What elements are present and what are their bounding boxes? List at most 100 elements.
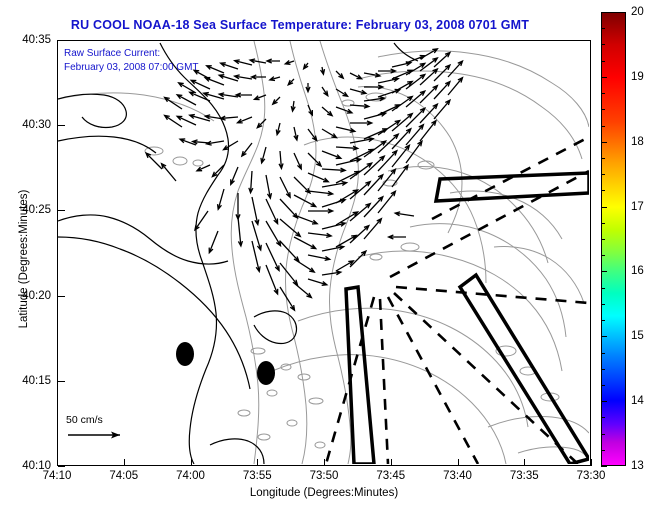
current-vector-arrow xyxy=(349,224,371,244)
current-vector-arrow xyxy=(335,106,354,114)
current-vector-arrow xyxy=(235,116,253,124)
current-vector-arrow xyxy=(377,104,402,116)
current-vector-arrow xyxy=(377,133,400,154)
current-vector-arrow xyxy=(363,128,389,140)
colorbar-tick-mark xyxy=(601,466,607,467)
current-vector-arrow xyxy=(275,122,281,137)
current-vector-arrow xyxy=(321,270,343,276)
x-tick-mark xyxy=(57,459,58,466)
current-vector-arrow xyxy=(271,96,281,106)
y-tick-mark xyxy=(58,466,65,467)
current-vector-arrow xyxy=(204,140,225,146)
current-vector-arrow xyxy=(251,220,262,252)
current-vector-arrow xyxy=(283,59,295,65)
y-tick-mark xyxy=(58,125,65,127)
colorbar-minor-tick xyxy=(601,44,605,46)
colorbar-minor-tick xyxy=(601,303,605,305)
scale-bar: 50 cm/s xyxy=(66,414,128,447)
colorbar-minor-tick xyxy=(601,320,605,322)
colorbar-tick-mark xyxy=(601,12,607,13)
current-vector-arrow xyxy=(265,264,279,296)
current-vector-arrow xyxy=(211,164,225,178)
y-tick-label: 40:30 xyxy=(22,119,51,132)
current-vector-arrow xyxy=(178,138,197,146)
current-vector-arrow xyxy=(405,73,427,90)
current-vector-arrow xyxy=(293,152,302,171)
current-vector-arrow xyxy=(305,83,311,94)
current-vector-arrow xyxy=(195,164,211,172)
current-vector-arrow xyxy=(265,198,279,226)
current-vector-arrow xyxy=(433,80,452,100)
current-vector-arrow xyxy=(391,143,411,168)
current-vector-arrow xyxy=(188,113,211,122)
current-vector-arrow xyxy=(405,139,423,164)
current-vector-arrow xyxy=(377,119,402,136)
colorbar-tick-mark xyxy=(601,206,607,208)
current-vector-arrow xyxy=(335,157,363,166)
x-tick-label: 73:55 xyxy=(242,470,272,482)
current-vector-arrow xyxy=(321,180,349,188)
current-vector-arrow xyxy=(307,152,323,168)
current-vector-arrow xyxy=(378,68,398,74)
colorbar-tick-label: 14 xyxy=(631,395,644,408)
current-vector-arrow xyxy=(144,151,163,170)
current-vector-arrow xyxy=(205,65,225,74)
x-tick-mark xyxy=(457,459,459,466)
y-tick-label: 40:10 xyxy=(22,460,51,472)
colorbar-minor-tick xyxy=(601,157,605,159)
current-vector-arrow xyxy=(293,214,319,225)
current-vector-arrow xyxy=(391,80,414,94)
current-vector-arrow xyxy=(222,140,239,151)
station-markers xyxy=(176,342,275,385)
current-vector-arrow xyxy=(287,78,295,86)
current-vector-arrow xyxy=(364,84,385,90)
current-vector-arrow xyxy=(279,262,299,287)
current-vector-arrow xyxy=(393,211,415,217)
current-vector-arrow xyxy=(377,77,400,84)
current-vector-arrow xyxy=(293,176,312,195)
x-tick-label: 74:05 xyxy=(109,470,139,482)
station-marker xyxy=(257,361,275,385)
x-tick-label: 73:30 xyxy=(576,470,606,482)
x-tick-mark xyxy=(324,459,325,466)
current-vector-arrow xyxy=(433,63,452,82)
current-vector-arrow xyxy=(265,242,280,273)
current-vector-arrow xyxy=(307,278,329,286)
x-tick-label: 73:35 xyxy=(509,470,539,482)
current-vector-arrow xyxy=(335,234,358,248)
current-vector-arrow xyxy=(248,58,267,64)
station-marker xyxy=(176,342,194,366)
x-tick-mark xyxy=(123,459,125,466)
current-vector-arrow xyxy=(251,240,261,274)
x-tick-mark xyxy=(591,459,592,466)
current-vector-arrow xyxy=(391,163,409,188)
current-vector-arrow xyxy=(447,76,464,96)
current-vector-arrow xyxy=(349,136,375,144)
current-vector-arrow xyxy=(363,72,382,78)
current-vector-arrow xyxy=(230,166,239,186)
current-vector-arrow xyxy=(216,188,225,211)
current-vector-arrow xyxy=(175,94,197,106)
colorbar-minor-tick xyxy=(601,417,605,419)
current-vector-arrow xyxy=(248,170,254,195)
map-graphics xyxy=(58,41,589,464)
current-vector-arrow xyxy=(349,180,372,200)
current-vector-arrow xyxy=(217,74,239,82)
colorbar-tick-label: 15 xyxy=(631,330,644,343)
current-vector-arrow xyxy=(265,58,280,64)
current-vector-arrow xyxy=(386,234,406,240)
colorbar-minor-tick xyxy=(601,109,605,111)
colorbar-minor-tick xyxy=(601,28,605,30)
current-vector-arrow xyxy=(194,210,209,232)
current-vector-arrow xyxy=(363,217,383,240)
current-vector-arrow xyxy=(349,72,364,80)
current-vector-arrow xyxy=(202,91,225,100)
current-vector-arrow xyxy=(349,162,374,180)
colorbar-tick-mark xyxy=(601,76,607,78)
current-vector-arrow xyxy=(232,74,253,80)
colorbar-minor-tick xyxy=(601,93,605,95)
scale-bar-arrow-icon xyxy=(68,431,120,439)
current-vector-arrow xyxy=(391,127,412,150)
current-vector-arrow xyxy=(377,149,398,172)
map-clip xyxy=(58,41,590,465)
